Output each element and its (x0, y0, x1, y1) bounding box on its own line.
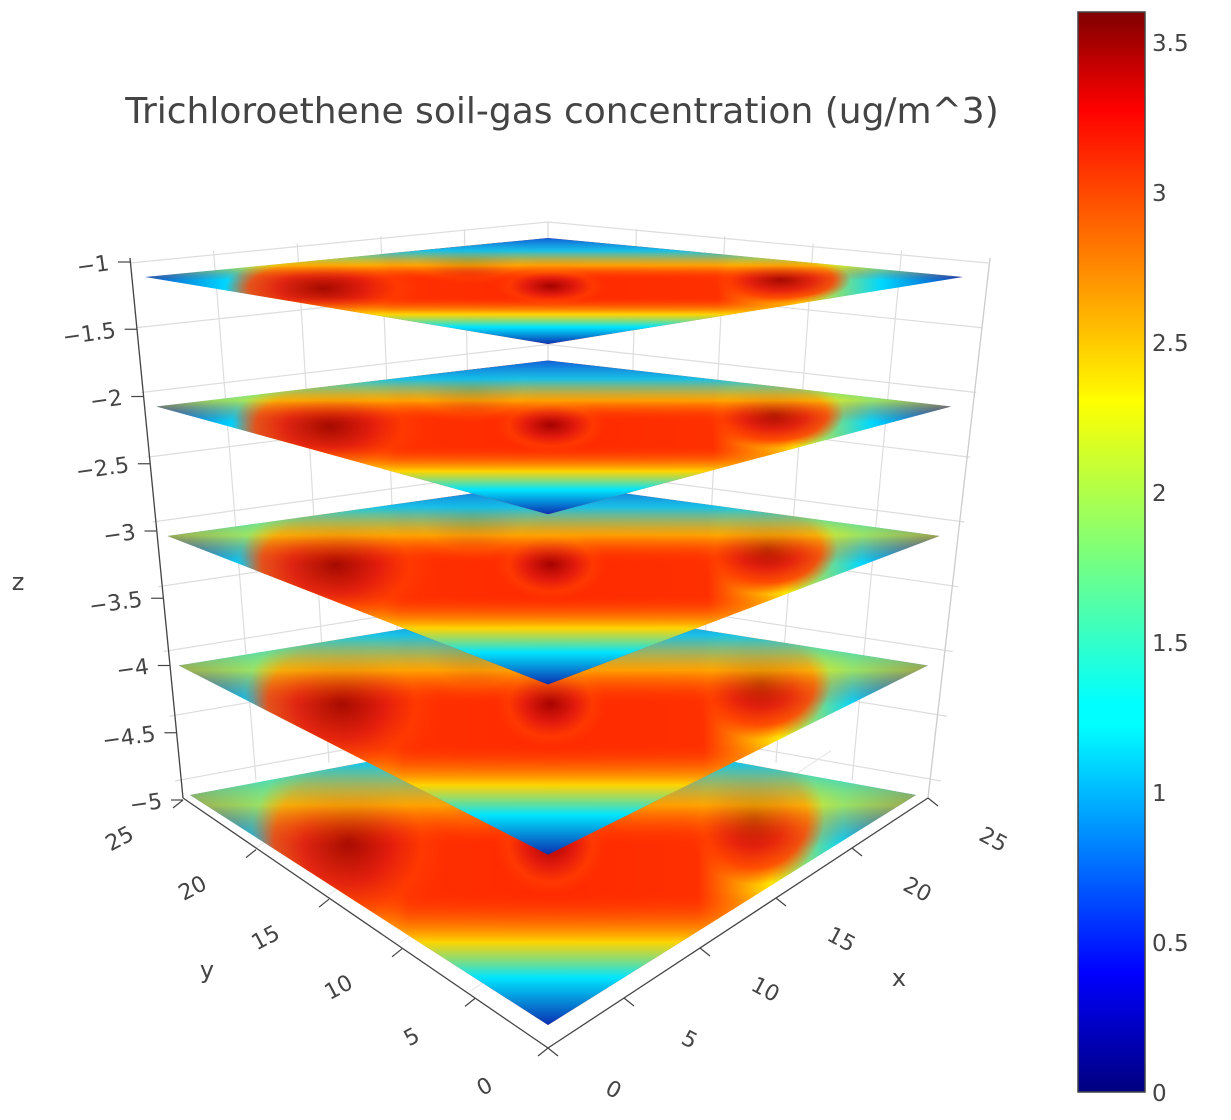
y-tick-mark (391, 948, 403, 958)
slice-planes (145, 238, 963, 1025)
y-tick-label: 5 (400, 1023, 424, 1052)
z-tick-label: −3.5 (88, 587, 144, 619)
colorbar: 3.5 3 2.5 2 1.5 1 0.5 0 (1077, 11, 1189, 1107)
grid-line (141, 343, 549, 394)
z-tick-label: −2.5 (74, 453, 130, 485)
z-tick-label: −3 (102, 520, 138, 549)
x-tick-mark (775, 897, 787, 907)
colorbar-tick-label: 3.5 (1152, 31, 1189, 57)
y-tick-mark (318, 898, 330, 908)
axis-edge (927, 257, 991, 799)
z-tick-label: −5 (128, 789, 164, 818)
z-tick-label: −4.5 (101, 722, 157, 754)
x-tick-label: 20 (899, 873, 935, 908)
y-tick-mark (537, 1047, 549, 1057)
y-axis-line (182, 797, 549, 1049)
z-tick-label: −4 (115, 655, 151, 684)
x-tick-label: 25 (975, 823, 1011, 858)
colorbar-ticks: 3.5 3 2.5 2 1.5 1 0.5 0 (1152, 31, 1189, 1107)
x-tick-mark (851, 847, 863, 857)
y-tick-mark (245, 849, 257, 859)
y-tick-mark (172, 799, 184, 809)
z-tick-label: −1 (75, 251, 111, 280)
y-tick-label: 15 (248, 921, 284, 956)
axes: −1 −1.5 −2 −2.5 −3 −3.5 −4 −4.5 −5 0 5 10 15 20 25 0 5 10… (61, 251, 1011, 1104)
x-tick-mark (623, 997, 635, 1007)
z-tick-label: −1.5 (61, 318, 117, 350)
colorbar-tick-label: 2 (1152, 481, 1167, 507)
grid-line (547, 221, 989, 264)
y-tick-label: 0 (473, 1073, 497, 1102)
colorbar-gradient (1077, 11, 1146, 1093)
slice-plane (145, 238, 963, 344)
colorbar-tick-label: 2.5 (1152, 331, 1189, 357)
colorbar-tick-label: 1 (1152, 781, 1167, 807)
y-tick-label: 10 (321, 970, 357, 1005)
y-tick-label: 20 (175, 871, 211, 906)
z-axis-line (129, 257, 184, 799)
x-tick-label: 0 (601, 1076, 625, 1105)
y-tick-label: 25 (102, 822, 138, 857)
z-axis-title: z (12, 568, 25, 596)
chart-title: Trichloroethene soil-gas concentration (… (124, 91, 999, 132)
colorbar-tick-label: 0.5 (1152, 931, 1189, 957)
x-axis-title: x (892, 964, 906, 992)
grid-line (129, 221, 549, 264)
grid-line (547, 343, 977, 394)
colorbar-tick-label: 1.5 (1152, 631, 1189, 657)
y-tick-mark (464, 997, 476, 1007)
x-axis-line (547, 797, 929, 1049)
x-tick-mark (699, 947, 711, 957)
colorbar-tick-label: 0 (1152, 1081, 1167, 1107)
colorbar-tick-label: 3 (1152, 181, 1167, 207)
x-tick-mark (547, 1047, 559, 1057)
x-tick-label: 5 (677, 1026, 701, 1055)
grid-line (851, 250, 903, 781)
x-tick-label: 15 (823, 923, 859, 958)
x-tick-label: 10 (747, 973, 783, 1008)
z-tick-label: −2 (88, 386, 124, 415)
y-axis-title: y (200, 956, 214, 984)
x-tick-mark (927, 797, 939, 807)
